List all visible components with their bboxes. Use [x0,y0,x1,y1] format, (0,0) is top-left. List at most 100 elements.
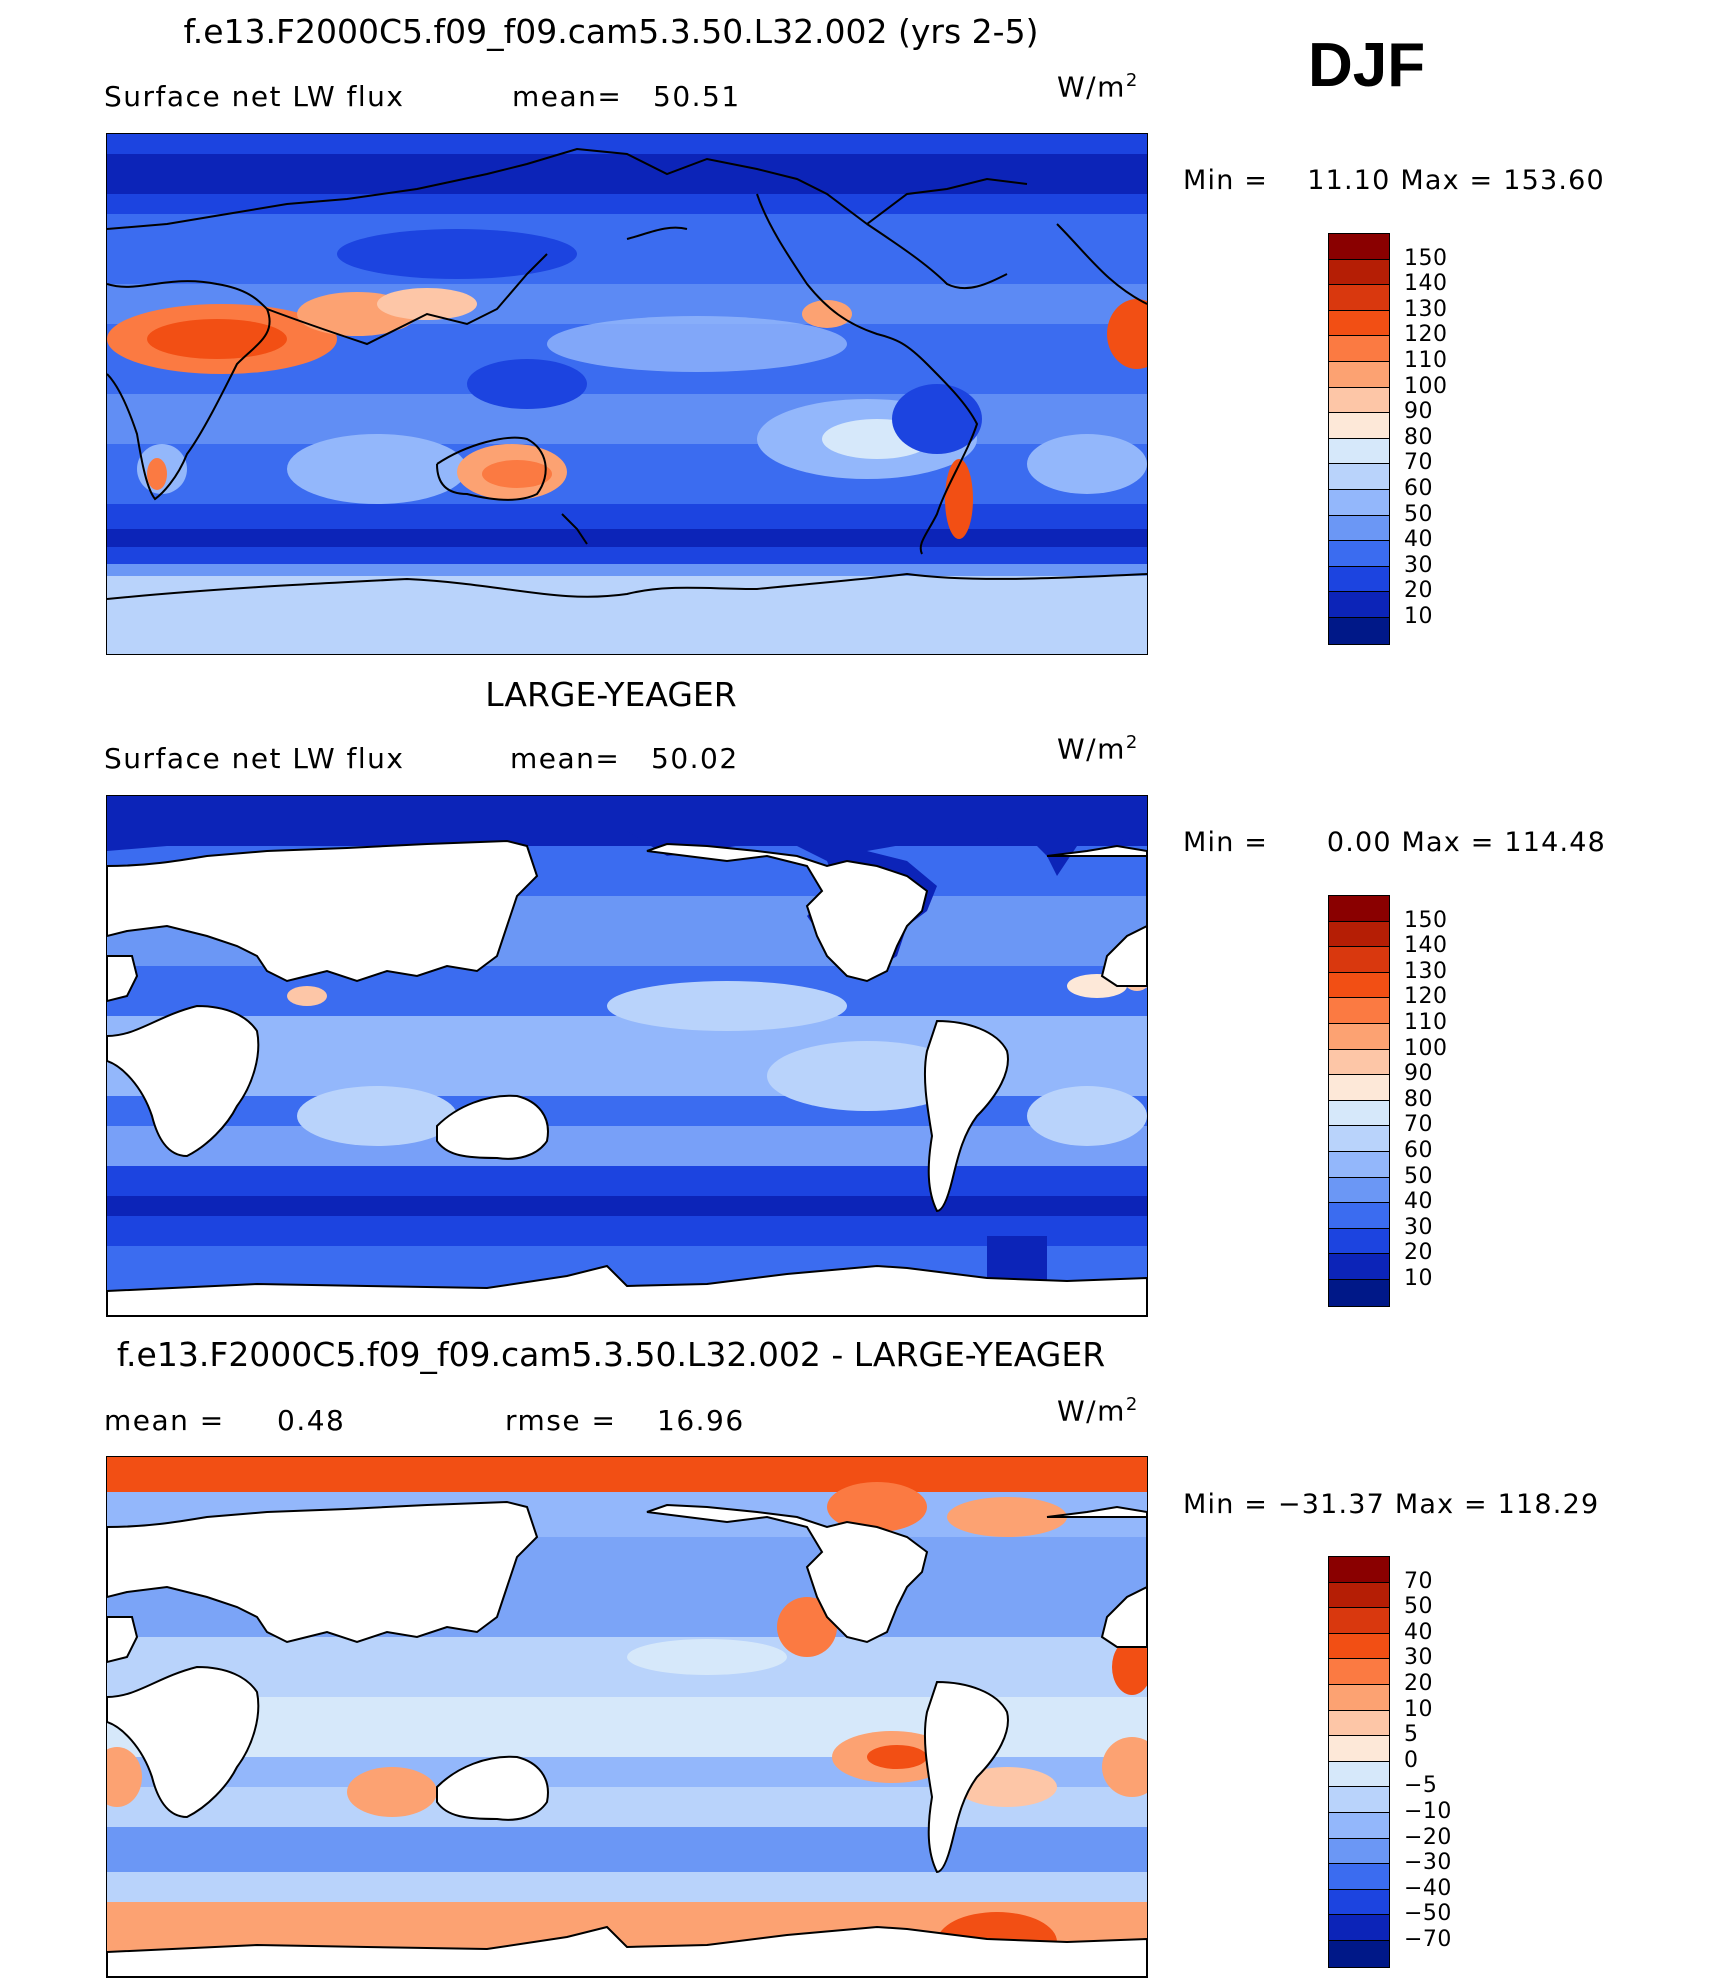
colorbar-swatch [1329,1838,1389,1865]
colorbar-tick-label: −50 [1404,1901,1452,1927]
colorbar-tick-label: −70 [1404,1927,1452,1952]
colorbar-tick-label: 140 [1404,271,1448,297]
colorbar-tick-label: −20 [1404,1824,1452,1850]
colorbar-tick-label: 10 [1404,1266,1433,1291]
colorbar-tick-label: 60 [1404,476,1433,501]
colorbar-swatch [1329,617,1389,644]
colorbar-tick-label: 50 [1404,501,1433,527]
colorbar-swatch [1329,998,1389,1024]
panel-2-mean-label: mean= [510,742,621,775]
colorbar-swatch [1329,1203,1389,1229]
panel-3-rmse-label: rmse = [505,1404,617,1437]
panel-1-map [106,133,1148,655]
panel-1-units: W/m2 [1057,70,1139,104]
colorbar-tick-label: 70 [1404,1112,1433,1138]
panel-2-title: LARGE-YEAGER [485,675,737,714]
colorbar-tick-label: −5 [1404,1773,1438,1799]
colorbar-tick-label: −40 [1404,1875,1452,1901]
colorbar-swatch [1329,310,1389,337]
colorbar-swatch [1329,947,1389,973]
colorbar-swatch [1329,1940,1389,1967]
colorbar-tick-label: 130 [1404,958,1448,984]
colorbar-swatch [1329,1710,1389,1737]
colorbar-swatch [1329,592,1389,618]
panel-2-colorbar [1328,895,1390,1307]
colorbar-tick-label: 20 [1404,1671,1433,1696]
colorbar-tick-label: 150 [1404,245,1448,271]
colorbar-swatch [1329,1023,1389,1050]
colorbar-tick-label: 110 [1404,1010,1448,1035]
colorbar-swatch [1329,896,1389,922]
panel-3-min-max: Min = −31.37 Max = 118.29 [1183,1489,1600,1520]
panel-3-mean-value: 0.48 [277,1404,346,1437]
panel-2-map [106,795,1148,1317]
colorbar-tick-label: 90 [1404,399,1433,425]
panel-3-map [106,1456,1148,1978]
colorbar-swatch [1329,1151,1389,1178]
colorbar-tick-label: 20 [1404,578,1433,604]
colorbar-swatch [1329,1787,1389,1813]
colorbar-swatch [1329,387,1389,414]
colorbar-swatch [1329,361,1389,388]
colorbar-tick-label: 110 [1404,348,1448,373]
colorbar-swatch [1329,489,1389,516]
colorbar-swatch [1329,336,1389,362]
colorbar-swatch [1329,921,1389,948]
colorbar-swatch [1329,1608,1389,1634]
colorbar-swatch [1329,1659,1389,1685]
panel-3-units: W/m2 [1057,1394,1139,1428]
colorbar-tick-label: 150 [1404,907,1448,933]
colorbar-swatch [1329,1254,1389,1280]
colorbar-tick-label: 20 [1404,1240,1433,1266]
panel-1-mean-value: 50.51 [653,80,741,113]
colorbar-swatch [1329,438,1389,465]
colorbar-swatch [1329,1633,1389,1660]
panel-2-min-max: Min = 0.00 Max = 114.48 [1183,827,1607,858]
colorbar-swatch [1329,1889,1389,1916]
colorbar-tick-label: 140 [1404,933,1448,959]
panel-1-colorbar [1328,233,1390,645]
panel-1-min-max: Min = 11.10 Max = 153.60 [1183,165,1605,196]
colorbar-tick-label: 60 [1404,1138,1433,1163]
colorbar-tick-label: 0 [1404,1747,1419,1773]
panel-3-colorbar [1328,1556,1390,1968]
colorbar-swatch [1329,1915,1389,1941]
panel-2-map-graphic [107,796,1147,1316]
colorbar-tick-label: 80 [1404,1086,1433,1112]
colorbar-swatch [1329,1126,1389,1152]
colorbar-swatch [1329,972,1389,999]
colorbar-swatch [1329,1761,1389,1788]
panel-2-mean-value: 50.02 [651,742,739,775]
colorbar-tick-label: 30 [1404,1214,1433,1240]
colorbar-swatch [1329,1279,1389,1306]
colorbar-swatch [1329,1100,1389,1127]
panel-1-variable-label: Surface net LW flux [104,80,405,113]
colorbar-tick-label: 100 [1404,1035,1448,1061]
colorbar-swatch [1329,1075,1389,1101]
colorbar-swatch [1329,1684,1389,1711]
colorbar-swatch [1329,1228,1389,1255]
colorbar-swatch [1329,413,1389,439]
colorbar-tick-label: 5 [1404,1722,1419,1748]
panel-3-rmse-value: 16.96 [657,1404,745,1437]
colorbar-tick-label: 30 [1404,1645,1433,1671]
colorbar-tick-label: 40 [1404,1619,1433,1645]
colorbar-tick-label: 10 [1404,1696,1433,1722]
colorbar-swatch [1329,259,1389,286]
panel-2-units: W/m2 [1057,732,1139,766]
colorbar-tick-label: −30 [1404,1850,1452,1876]
colorbar-swatch [1329,1812,1389,1839]
colorbar-tick-label: 10 [1404,604,1433,629]
colorbar-tick-label: 130 [1404,296,1448,322]
colorbar-swatch [1329,1049,1389,1076]
season-label: DJF [1308,31,1426,100]
colorbar-tick-label: 100 [1404,373,1448,399]
colorbar-swatch [1329,1177,1389,1204]
colorbar-swatch [1329,285,1389,311]
colorbar-tick-label: 40 [1404,527,1433,553]
colorbar-tick-label: 90 [1404,1061,1433,1087]
colorbar-tick-label: 30 [1404,552,1433,578]
colorbar-swatch [1329,1864,1389,1890]
colorbar-tick-label: 120 [1404,322,1448,348]
panel-3-mean-label: mean = [104,1404,225,1437]
